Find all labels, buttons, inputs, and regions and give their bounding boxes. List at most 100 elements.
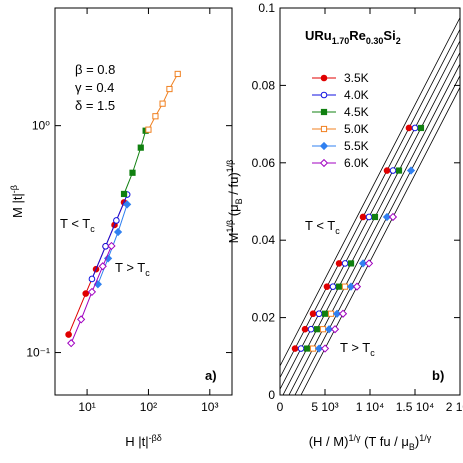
legend-marker [319, 141, 329, 151]
marker [323, 283, 331, 290]
marker [346, 282, 356, 291]
text-run: δ = 1.5 [75, 98, 115, 113]
text-run: γ = 0.4 [75, 80, 114, 95]
series-line [123, 130, 147, 195]
y-axis-label: M1/β (μB / fu)1/β [225, 160, 244, 244]
x-tick-label: 10³ [201, 400, 218, 414]
legend-marker [320, 91, 328, 99]
legend-label: 4.5K [344, 105, 369, 119]
annotation: T > Tc [115, 260, 150, 278]
x-tick-label: 1.5 10⁴ [396, 400, 435, 414]
text-run: M |t| [10, 193, 25, 218]
y-tick-label: 0.06 [252, 156, 276, 170]
chart-title: URu1.70Re0.30Si2 [305, 28, 401, 46]
text-run: / fu) [226, 172, 241, 198]
annotation: T > Tc [340, 340, 375, 358]
x-tick-label: 10¹ [78, 400, 95, 414]
y-tick-label: 0.04 [252, 233, 276, 247]
legend-marker [320, 125, 328, 133]
plot-area [280, 17, 460, 395]
marker [309, 345, 317, 352]
marker [82, 290, 90, 297]
text-run: b) [432, 368, 444, 383]
text-run: T > T [115, 260, 145, 275]
text-run: 0.30 [366, 36, 384, 46]
marker [364, 259, 374, 268]
marker [88, 275, 96, 283]
text-run: Re [349, 28, 366, 43]
text-run: -β [9, 185, 19, 193]
series-line [91, 194, 128, 280]
annotation: a) [205, 368, 217, 383]
x-axis-label: (H / M)1/γ (T fu / μB)1/γ [309, 433, 432, 452]
marker [129, 169, 136, 176]
text-run: 1/γ [419, 433, 432, 443]
text-run: 2 [396, 36, 401, 46]
text-run: (μ [226, 204, 241, 219]
annotation: T < Tc [305, 218, 340, 236]
text-run: (H / M) [309, 434, 349, 449]
legend-marker [319, 158, 329, 168]
annotation: β = 0.8 [75, 62, 115, 77]
text-run: URu [305, 28, 332, 43]
text-run: B [409, 442, 415, 452]
plot-frame [54, 7, 233, 396]
text-run: 1/β [225, 220, 235, 233]
x-tick-label: 0 [277, 400, 284, 414]
marker [371, 213, 379, 221]
fit-line [294, 75, 460, 395]
x-axis-label: H |t|-βδ [125, 433, 162, 449]
text-run: 1.70 [332, 36, 350, 46]
marker [309, 310, 317, 318]
legend-swatch [320, 108, 328, 116]
marker [383, 167, 391, 174]
fit-line [280, 17, 460, 367]
annotation: γ = 0.4 [75, 80, 114, 95]
x-tick-label: 2 10⁴ [446, 400, 463, 414]
y-tick-label: 0.02 [252, 311, 276, 325]
text-run: T < T [60, 216, 90, 231]
marker [113, 227, 123, 237]
marker [332, 309, 342, 318]
marker [166, 85, 173, 93]
text-run: T < T [305, 218, 335, 233]
marker [174, 70, 181, 78]
marker [307, 325, 315, 333]
marker [320, 344, 330, 353]
text-run: B [234, 198, 244, 204]
marker [405, 124, 413, 132]
text-run: c [335, 226, 340, 236]
marker [87, 287, 97, 297]
fit-line [288, 63, 460, 395]
marker [77, 315, 86, 324]
marker [359, 213, 367, 221]
legend-label: 5.0K [344, 122, 369, 136]
marker [321, 310, 329, 317]
legend-label: 4.0K [344, 88, 369, 102]
legend-swatch [320, 91, 328, 99]
marker [102, 242, 109, 250]
text-run: -βδ [149, 433, 162, 443]
marker [352, 282, 362, 291]
marker [319, 326, 327, 333]
marker [324, 325, 334, 334]
marker [347, 260, 355, 267]
marker [65, 331, 72, 338]
marker [411, 124, 419, 132]
annotation: δ = 1.5 [75, 98, 115, 113]
text-run: 1/β [225, 160, 235, 173]
marker [137, 144, 144, 151]
legend-marker [320, 74, 328, 82]
marker [338, 309, 348, 318]
marker [98, 262, 107, 271]
marker [145, 126, 152, 133]
legend-marker [320, 108, 328, 116]
marker [113, 217, 120, 224]
x-tick-label: 10² [140, 400, 157, 414]
marker [335, 283, 343, 290]
text-run: 1/γ [348, 433, 361, 443]
marker [382, 212, 392, 222]
marker [123, 200, 132, 209]
marker [291, 345, 299, 352]
